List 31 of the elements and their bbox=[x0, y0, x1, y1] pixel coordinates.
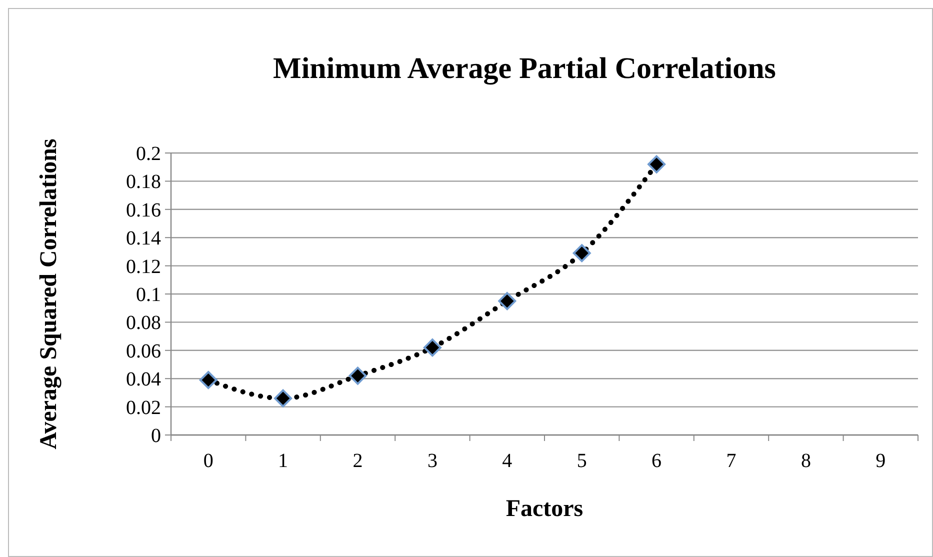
x-tick-label: 2 bbox=[352, 450, 363, 472]
y-tick-label: 0.02 bbox=[126, 396, 161, 419]
y-tick-label: 0.12 bbox=[126, 256, 161, 278]
y-tick-label: 0.2 bbox=[136, 143, 161, 165]
x-tick-label: 9 bbox=[876, 450, 886, 472]
x-tick-label: 6 bbox=[652, 450, 662, 472]
y-tick-label: 0.08 bbox=[126, 312, 161, 334]
point bbox=[348, 366, 367, 385]
y-tick-label: 0.16 bbox=[126, 199, 161, 222]
point bbox=[572, 244, 591, 262]
point bbox=[648, 155, 666, 174]
y-tick-label: 0.1 bbox=[136, 284, 161, 306]
x-tick-label: 4 bbox=[502, 450, 512, 472]
x-tick-label: 8 bbox=[800, 450, 811, 472]
x-axis-title: Factors bbox=[506, 496, 584, 522]
point bbox=[199, 371, 218, 390]
x-tick-label: 3 bbox=[427, 450, 438, 472]
x-tick-label: 7 bbox=[726, 450, 736, 472]
x-tick-label: 1 bbox=[278, 450, 288, 472]
point bbox=[274, 389, 292, 408]
y-tick-label: 0.14 bbox=[126, 228, 161, 250]
x-tick-label: 0 bbox=[203, 450, 214, 472]
point bbox=[498, 292, 516, 310]
y-axis-title: Average Squared Correlations bbox=[36, 138, 62, 450]
y-tick-label: 0.18 bbox=[126, 171, 161, 194]
point bbox=[423, 338, 442, 357]
y-tick-label: 0 bbox=[151, 425, 161, 447]
y-tick-label: 0.06 bbox=[126, 340, 161, 362]
x-tick-label: 5 bbox=[576, 450, 587, 472]
chart-title: Minimum Average Partial Correlations bbox=[273, 52, 776, 85]
y-tick-label: 0.04 bbox=[126, 368, 161, 391]
